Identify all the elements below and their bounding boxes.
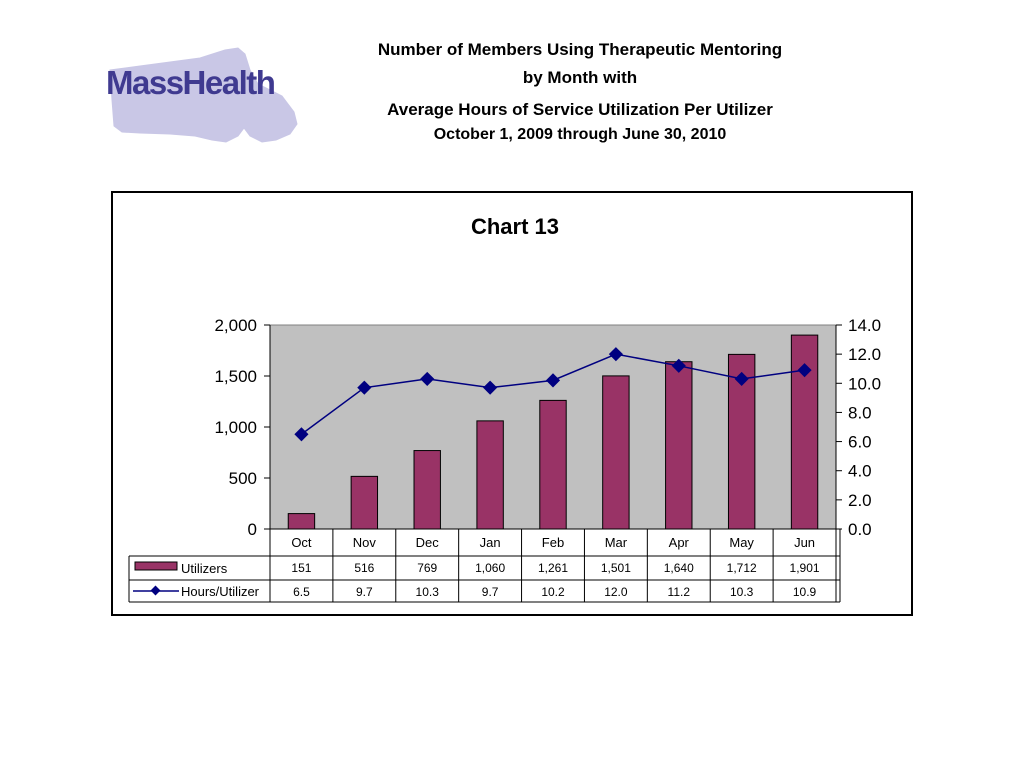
header-date-range: October 1, 2009 through June 30, 2010 <box>433 126 727 143</box>
chart-frame: Chart 13 0 500 1,000 1,500 2,000 0.0 2.0 4.0 6.0… <box>111 191 913 616</box>
x-tick-label: Jan <box>480 535 501 550</box>
hours-point-dec <box>420 371 435 386</box>
bar-oct <box>287 513 316 530</box>
bar-nov <box>350 475 379 530</box>
y-tick-label: 1,500 <box>214 367 257 386</box>
table-cell-hours: 10.9 <box>793 585 817 599</box>
header-title-line2: by Month with <box>522 68 638 87</box>
table-cell-hours: 12.0 <box>604 585 628 599</box>
table-cell-utilizers: 1,712 <box>727 561 757 575</box>
table-cell-utilizers: 516 <box>354 561 374 575</box>
table-cell-hours: 10.3 <box>416 585 440 599</box>
x-tick-label: Mar <box>605 535 628 550</box>
table-cell-utilizers: 1,640 <box>664 561 694 575</box>
table-cell-hours: 6.5 <box>293 585 310 599</box>
y-tick-label: 2,000 <box>214 316 257 335</box>
table-cell-utilizers: 151 <box>291 561 311 575</box>
table-cell-utilizers: 769 <box>417 561 437 575</box>
table-cell-hours: 10.2 <box>541 585 565 599</box>
hours-point-jun <box>797 363 812 378</box>
y2-tick-label: 8.0 <box>848 403 872 422</box>
y-tick-label: 0 <box>248 520 257 539</box>
table-cell-utilizers: 1,901 <box>790 561 820 575</box>
x-tick-label: Apr <box>669 535 690 550</box>
legend-key-hours-marker <box>150 585 161 596</box>
header-title-line1: Number of Members Using Therapeutic Ment… <box>377 40 783 59</box>
hours-point-apr <box>671 358 686 373</box>
table-cell-hours: 9.7 <box>356 585 373 599</box>
y2-tick-label: 12.0 <box>848 345 881 364</box>
bar-feb <box>539 399 567 530</box>
hours-point-oct <box>294 427 309 442</box>
x-tick-label: Dec <box>416 535 440 550</box>
x-tick-label: Feb <box>542 535 564 550</box>
y2-tick-label: 4.0 <box>848 462 872 481</box>
bar-mar <box>602 375 630 530</box>
massachusetts-map-icon <box>109 47 298 143</box>
y2-tick-label: 6.0 <box>848 433 872 452</box>
header-title-line3: Average Hours of Service Utilization Per… <box>387 100 773 119</box>
chart-svg: Chart 13 0 500 1,000 1,500 2,000 0.0 2.0 4.0 6.0… <box>128 214 881 603</box>
table-cell-utilizers: 1,261 <box>538 561 568 575</box>
x-tick-label: Nov <box>353 535 377 550</box>
hours-point-may <box>734 371 749 386</box>
bar-jan <box>476 420 504 530</box>
logo-text: MassHealth <box>106 64 276 101</box>
y2-tick-label: 2.0 <box>848 491 872 510</box>
x-tick-label: May <box>729 535 754 550</box>
legend-label-utilizers: Utilizers <box>181 561 228 576</box>
bar-apr <box>665 361 693 530</box>
table-cell-hours: 10.3 <box>730 585 754 599</box>
page-header: Number of Members Using Therapeutic Ment… <box>300 36 860 146</box>
bar-dec <box>413 450 441 530</box>
y2-tick-label: 14.0 <box>848 316 881 335</box>
table-cell-utilizers: 1,501 <box>601 561 631 575</box>
legend-label-hours: Hours/Utilizer <box>181 584 260 599</box>
hours-point-mar <box>608 347 623 362</box>
chart-title: Chart 13 <box>471 214 559 239</box>
table-cell-hours: 11.2 <box>668 585 691 599</box>
x-tick-label: Oct <box>291 535 312 550</box>
y-tick-label: 500 <box>229 469 257 488</box>
x-tick-label: Jun <box>794 535 815 550</box>
hours-point-feb <box>545 373 561 388</box>
masshealth-logo: MassHealth <box>100 40 300 150</box>
table-cell-hours: 9.7 <box>482 585 499 599</box>
y2-tick-label: 10.0 <box>848 374 881 393</box>
table-cell-utilizers: 1,060 <box>475 561 505 575</box>
hours-point-jan <box>483 380 498 395</box>
y2-tick-label: 0.0 <box>848 520 872 539</box>
y-tick-label: 1,000 <box>214 418 257 437</box>
legend-key-utilizers <box>134 561 178 571</box>
